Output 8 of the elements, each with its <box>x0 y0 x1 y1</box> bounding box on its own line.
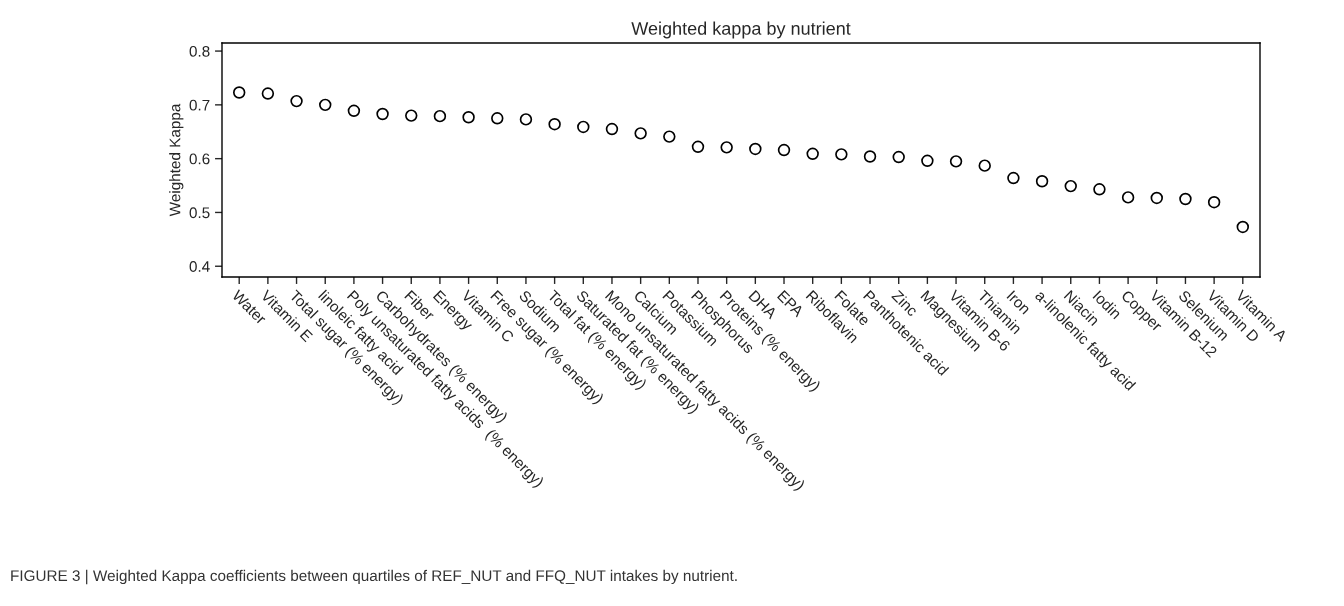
y-tick-label: 0.7 <box>189 99 210 111</box>
y-tick-label: 0.4 <box>189 261 210 272</box>
y-axis-title: Weighted Kappa <box>169 103 184 217</box>
y-tick-label: 0.5 <box>189 207 210 219</box>
y-tick-label: 0.6 <box>189 153 210 165</box>
chart-title: Weighted kappa by nutrient <box>631 21 851 39</box>
y-tick-label: 0.8 <box>189 45 210 57</box>
caption: FIGURE 3 | Weighted Kappa coefficients between quartiles of REF_NUT and FFQ_NUT intakes by nutrient. <box>11 569 737 585</box>
